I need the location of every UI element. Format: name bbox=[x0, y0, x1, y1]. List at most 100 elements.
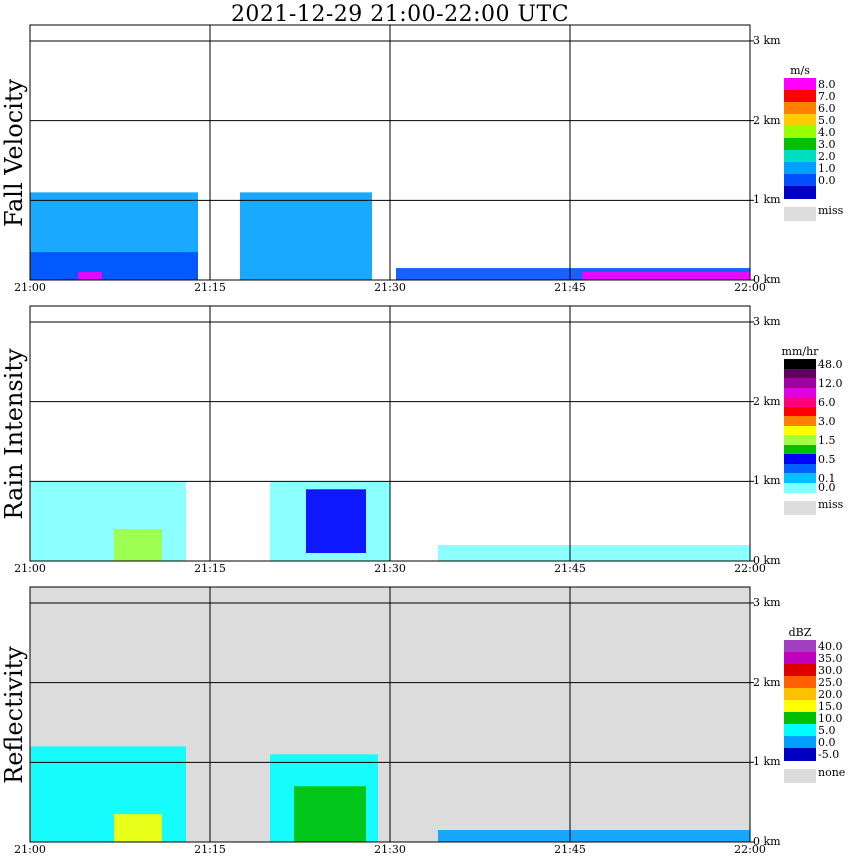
legend-value-label: 1.0 bbox=[818, 162, 836, 175]
legend-value-label: 30.0 bbox=[818, 664, 843, 677]
heatmap-cell bbox=[582, 272, 750, 280]
legend-value-label: 20.0 bbox=[818, 688, 843, 701]
x-tick-label: 21:00 bbox=[14, 843, 46, 856]
legend-value-label: -5.0 bbox=[818, 748, 840, 761]
legend-swatch bbox=[784, 463, 816, 474]
legend-value-label: 2.0 bbox=[818, 150, 836, 163]
legend-swatch bbox=[784, 359, 816, 369]
legend-swatch bbox=[784, 387, 816, 398]
legend-value-label: 48.0 bbox=[818, 357, 843, 371]
legend-swatch bbox=[784, 700, 816, 713]
legend-swatch bbox=[784, 368, 816, 379]
y-tick-label: 1 km bbox=[753, 193, 781, 207]
legend-swatch-missing bbox=[784, 769, 816, 783]
legend-value-label: 4.0 bbox=[818, 126, 836, 139]
x-tick-label: 21:00 bbox=[14, 281, 46, 294]
heatmap-cell bbox=[30, 252, 198, 280]
legend-value-label: 12.0 bbox=[818, 376, 843, 390]
legend-swatch bbox=[784, 688, 816, 701]
heatmap-cell bbox=[30, 481, 186, 561]
legend-swatch bbox=[784, 425, 816, 436]
legend-value-label: 10.0 bbox=[818, 712, 843, 725]
legend-swatch bbox=[784, 454, 816, 464]
legend-value-label: 0.1 bbox=[818, 471, 836, 485]
legend-swatch bbox=[784, 406, 816, 417]
panel-label-rain-intensity: Rain Intensity bbox=[0, 347, 28, 520]
legend-value-label: 7.0 bbox=[818, 90, 836, 103]
legend-swatch bbox=[784, 482, 816, 493]
legend-unit-label: mm/hr bbox=[781, 345, 819, 358]
y-tick-label: 2 km bbox=[753, 675, 781, 689]
legend-missing-label: miss bbox=[818, 498, 844, 511]
heatmap-cell bbox=[306, 489, 366, 554]
heatmap-cell bbox=[294, 786, 366, 842]
x-tick-label: 21:30 bbox=[374, 843, 406, 856]
x-tick-label: 21:00 bbox=[14, 562, 46, 575]
legend-swatch bbox=[784, 397, 816, 407]
y-tick-label: 1 km bbox=[753, 755, 781, 769]
y-tick-label: 3 km bbox=[753, 595, 781, 609]
y-tick-label: 3 km bbox=[753, 314, 781, 328]
legend-value-label: 6.0 bbox=[818, 395, 836, 409]
plot-frame bbox=[29, 586, 751, 843]
legend-value-label: 1.5 bbox=[818, 433, 836, 447]
plot-frame bbox=[29, 305, 751, 562]
x-tick-label: 22:00 bbox=[734, 562, 766, 575]
legend-swatch bbox=[784, 676, 816, 689]
y-tick-label: 0 km bbox=[753, 273, 781, 286]
legend-value-label: 40.0 bbox=[818, 640, 843, 653]
legend-swatch bbox=[784, 736, 816, 749]
legend-value-label: 25.0 bbox=[818, 676, 843, 689]
legend-swatch bbox=[784, 664, 816, 677]
legend-value-label: 0.0 bbox=[818, 481, 836, 495]
legend-value-label: 3.0 bbox=[818, 138, 836, 151]
legend-swatch bbox=[784, 652, 816, 665]
legend-swatch bbox=[784, 640, 816, 653]
legend-value-label: 6.0 bbox=[818, 102, 836, 115]
legend-missing-label: none bbox=[818, 766, 846, 779]
legend-swatch bbox=[784, 102, 816, 115]
x-tick-label: 21:45 bbox=[554, 562, 586, 575]
legend-swatch-missing bbox=[784, 207, 816, 221]
legend-swatch bbox=[784, 712, 816, 725]
x-tick-label: 21:45 bbox=[554, 281, 586, 294]
legend-swatch bbox=[784, 114, 816, 127]
x-tick-label: 21:30 bbox=[374, 562, 406, 575]
legend-missing-label: miss bbox=[818, 204, 844, 217]
y-tick-label: 0 km bbox=[753, 835, 781, 848]
x-tick-label: 22:00 bbox=[734, 843, 766, 856]
legend-swatch-missing bbox=[784, 501, 816, 515]
legend-value-label: 5.0 bbox=[818, 114, 836, 127]
legend-swatch bbox=[784, 186, 816, 199]
legend-unit-label: m/s bbox=[790, 64, 810, 77]
legend-swatch bbox=[784, 444, 816, 455]
heatmap-cell bbox=[240, 192, 372, 280]
legend-swatch bbox=[784, 724, 816, 737]
x-tick-label: 21:15 bbox=[194, 281, 226, 294]
legend-swatch bbox=[784, 748, 816, 761]
legend-swatch bbox=[784, 126, 816, 139]
heatmap-cell bbox=[30, 746, 186, 842]
legend-value-label: 5.0 bbox=[818, 724, 836, 737]
heatmap-cell bbox=[78, 272, 102, 280]
heatmap-cell bbox=[114, 814, 162, 842]
legend-swatch bbox=[784, 378, 816, 388]
x-tick-label: 21:15 bbox=[194, 843, 226, 856]
legend-swatch bbox=[784, 78, 816, 91]
heatmap-cell bbox=[438, 830, 750, 842]
legend-value-label: 0.5 bbox=[818, 452, 836, 466]
x-tick-label: 21:45 bbox=[554, 843, 586, 856]
legend-value-label: 0.0 bbox=[818, 174, 836, 187]
legend-swatch bbox=[784, 150, 816, 163]
panel-label-reflectivity: Reflectivity bbox=[0, 645, 28, 784]
plot-frame bbox=[29, 24, 751, 281]
page-title: 2021-12-29 21:00-22:00 UTC bbox=[230, 2, 570, 27]
legend-swatch bbox=[784, 90, 816, 103]
x-tick-label: 22:00 bbox=[734, 281, 766, 294]
x-tick-label: 21:15 bbox=[194, 562, 226, 575]
heatmap-cell bbox=[438, 545, 750, 561]
legend-value-label: 3.0 bbox=[818, 414, 836, 428]
y-tick-label: 0 km bbox=[753, 554, 781, 567]
legend-swatch bbox=[784, 162, 816, 175]
heatmap-cell bbox=[114, 529, 162, 561]
